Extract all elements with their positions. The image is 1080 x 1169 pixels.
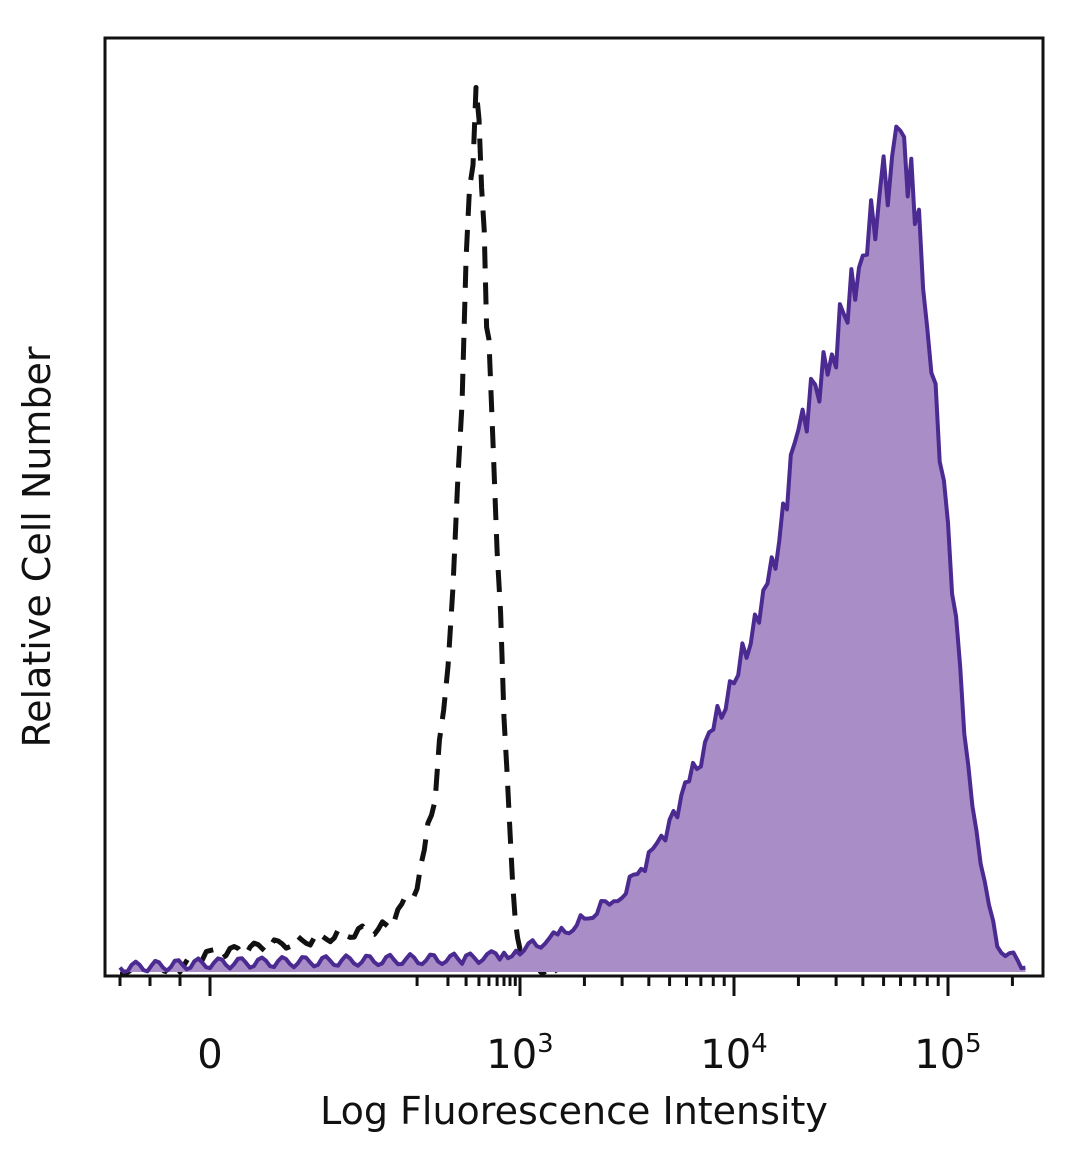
- x-tick-label: 0: [197, 1032, 222, 1078]
- series-layer: [118, 85, 1026, 975]
- x-tick-label: 105: [914, 1029, 981, 1078]
- x-tick-label: 104: [700, 1029, 767, 1078]
- x-tick-label: 103: [486, 1029, 553, 1078]
- plot-frame: [103, 36, 1045, 978]
- stained-histogram-line: [118, 124, 1026, 974]
- x-axis-ticks: 0 103 104 105: [118, 976, 1014, 1078]
- control-histogram-line: [120, 85, 560, 975]
- x-axis-title: Log Fluorescence Intensity: [320, 1089, 828, 1133]
- stained-histogram-fill: [120, 126, 1026, 973]
- y-axis-title: Relative Cell Number: [15, 346, 59, 747]
